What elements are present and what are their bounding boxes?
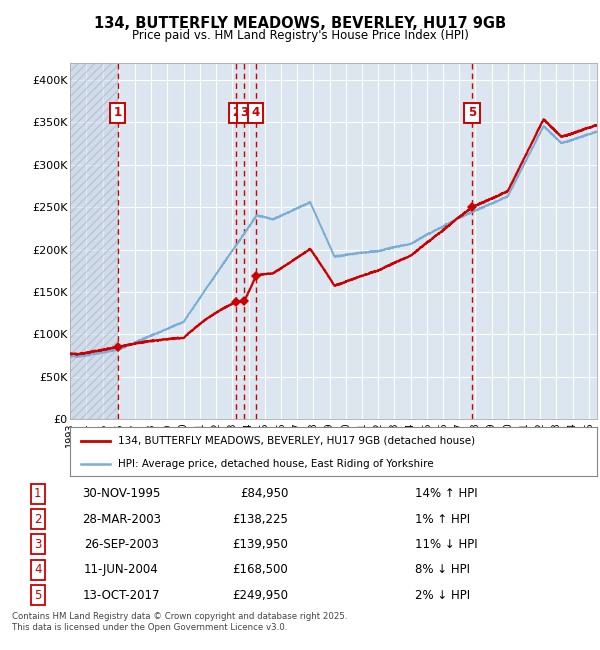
Bar [70,63,118,419]
Text: £168,500: £168,500 [233,563,289,577]
Text: 5: 5 [34,589,41,602]
Text: £249,950: £249,950 [232,589,289,602]
Text: Price paid vs. HM Land Registry's House Price Index (HPI): Price paid vs. HM Land Registry's House … [131,29,469,42]
Text: 2: 2 [232,107,240,120]
Text: 134, BUTTERFLY MEADOWS, BEVERLEY, HU17 9GB: 134, BUTTERFLY MEADOWS, BEVERLEY, HU17 9… [94,16,506,31]
Text: 3: 3 [34,538,41,551]
Text: 14% ↑ HPI: 14% ↑ HPI [415,488,478,500]
Text: 1: 1 [113,107,122,120]
Text: Contains HM Land Registry data © Crown copyright and database right 2025.
This d: Contains HM Land Registry data © Crown c… [12,612,347,632]
Text: 8% ↓ HPI: 8% ↓ HPI [415,563,470,577]
Text: £139,950: £139,950 [233,538,289,551]
Text: HPI: Average price, detached house, East Riding of Yorkshire: HPI: Average price, detached house, East… [118,459,433,469]
Text: 30-NOV-1995: 30-NOV-1995 [82,488,161,500]
Text: 2: 2 [34,512,41,525]
Text: 28-MAR-2003: 28-MAR-2003 [82,512,161,525]
Text: 1% ↑ HPI: 1% ↑ HPI [415,512,470,525]
Text: 3: 3 [240,107,248,120]
Text: 4: 4 [34,563,41,577]
Text: 13-OCT-2017: 13-OCT-2017 [83,589,160,602]
Text: 5: 5 [468,107,476,120]
Text: £84,950: £84,950 [240,488,289,500]
Text: 2% ↓ HPI: 2% ↓ HPI [415,589,470,602]
Text: 11-JUN-2004: 11-JUN-2004 [84,563,159,577]
Text: £138,225: £138,225 [233,512,289,525]
Text: 134, BUTTERFLY MEADOWS, BEVERLEY, HU17 9GB (detached house): 134, BUTTERFLY MEADOWS, BEVERLEY, HU17 9… [118,436,475,446]
Text: 26-SEP-2003: 26-SEP-2003 [84,538,159,551]
Text: 1: 1 [34,488,41,500]
Text: 11% ↓ HPI: 11% ↓ HPI [415,538,478,551]
Text: 4: 4 [251,107,260,120]
